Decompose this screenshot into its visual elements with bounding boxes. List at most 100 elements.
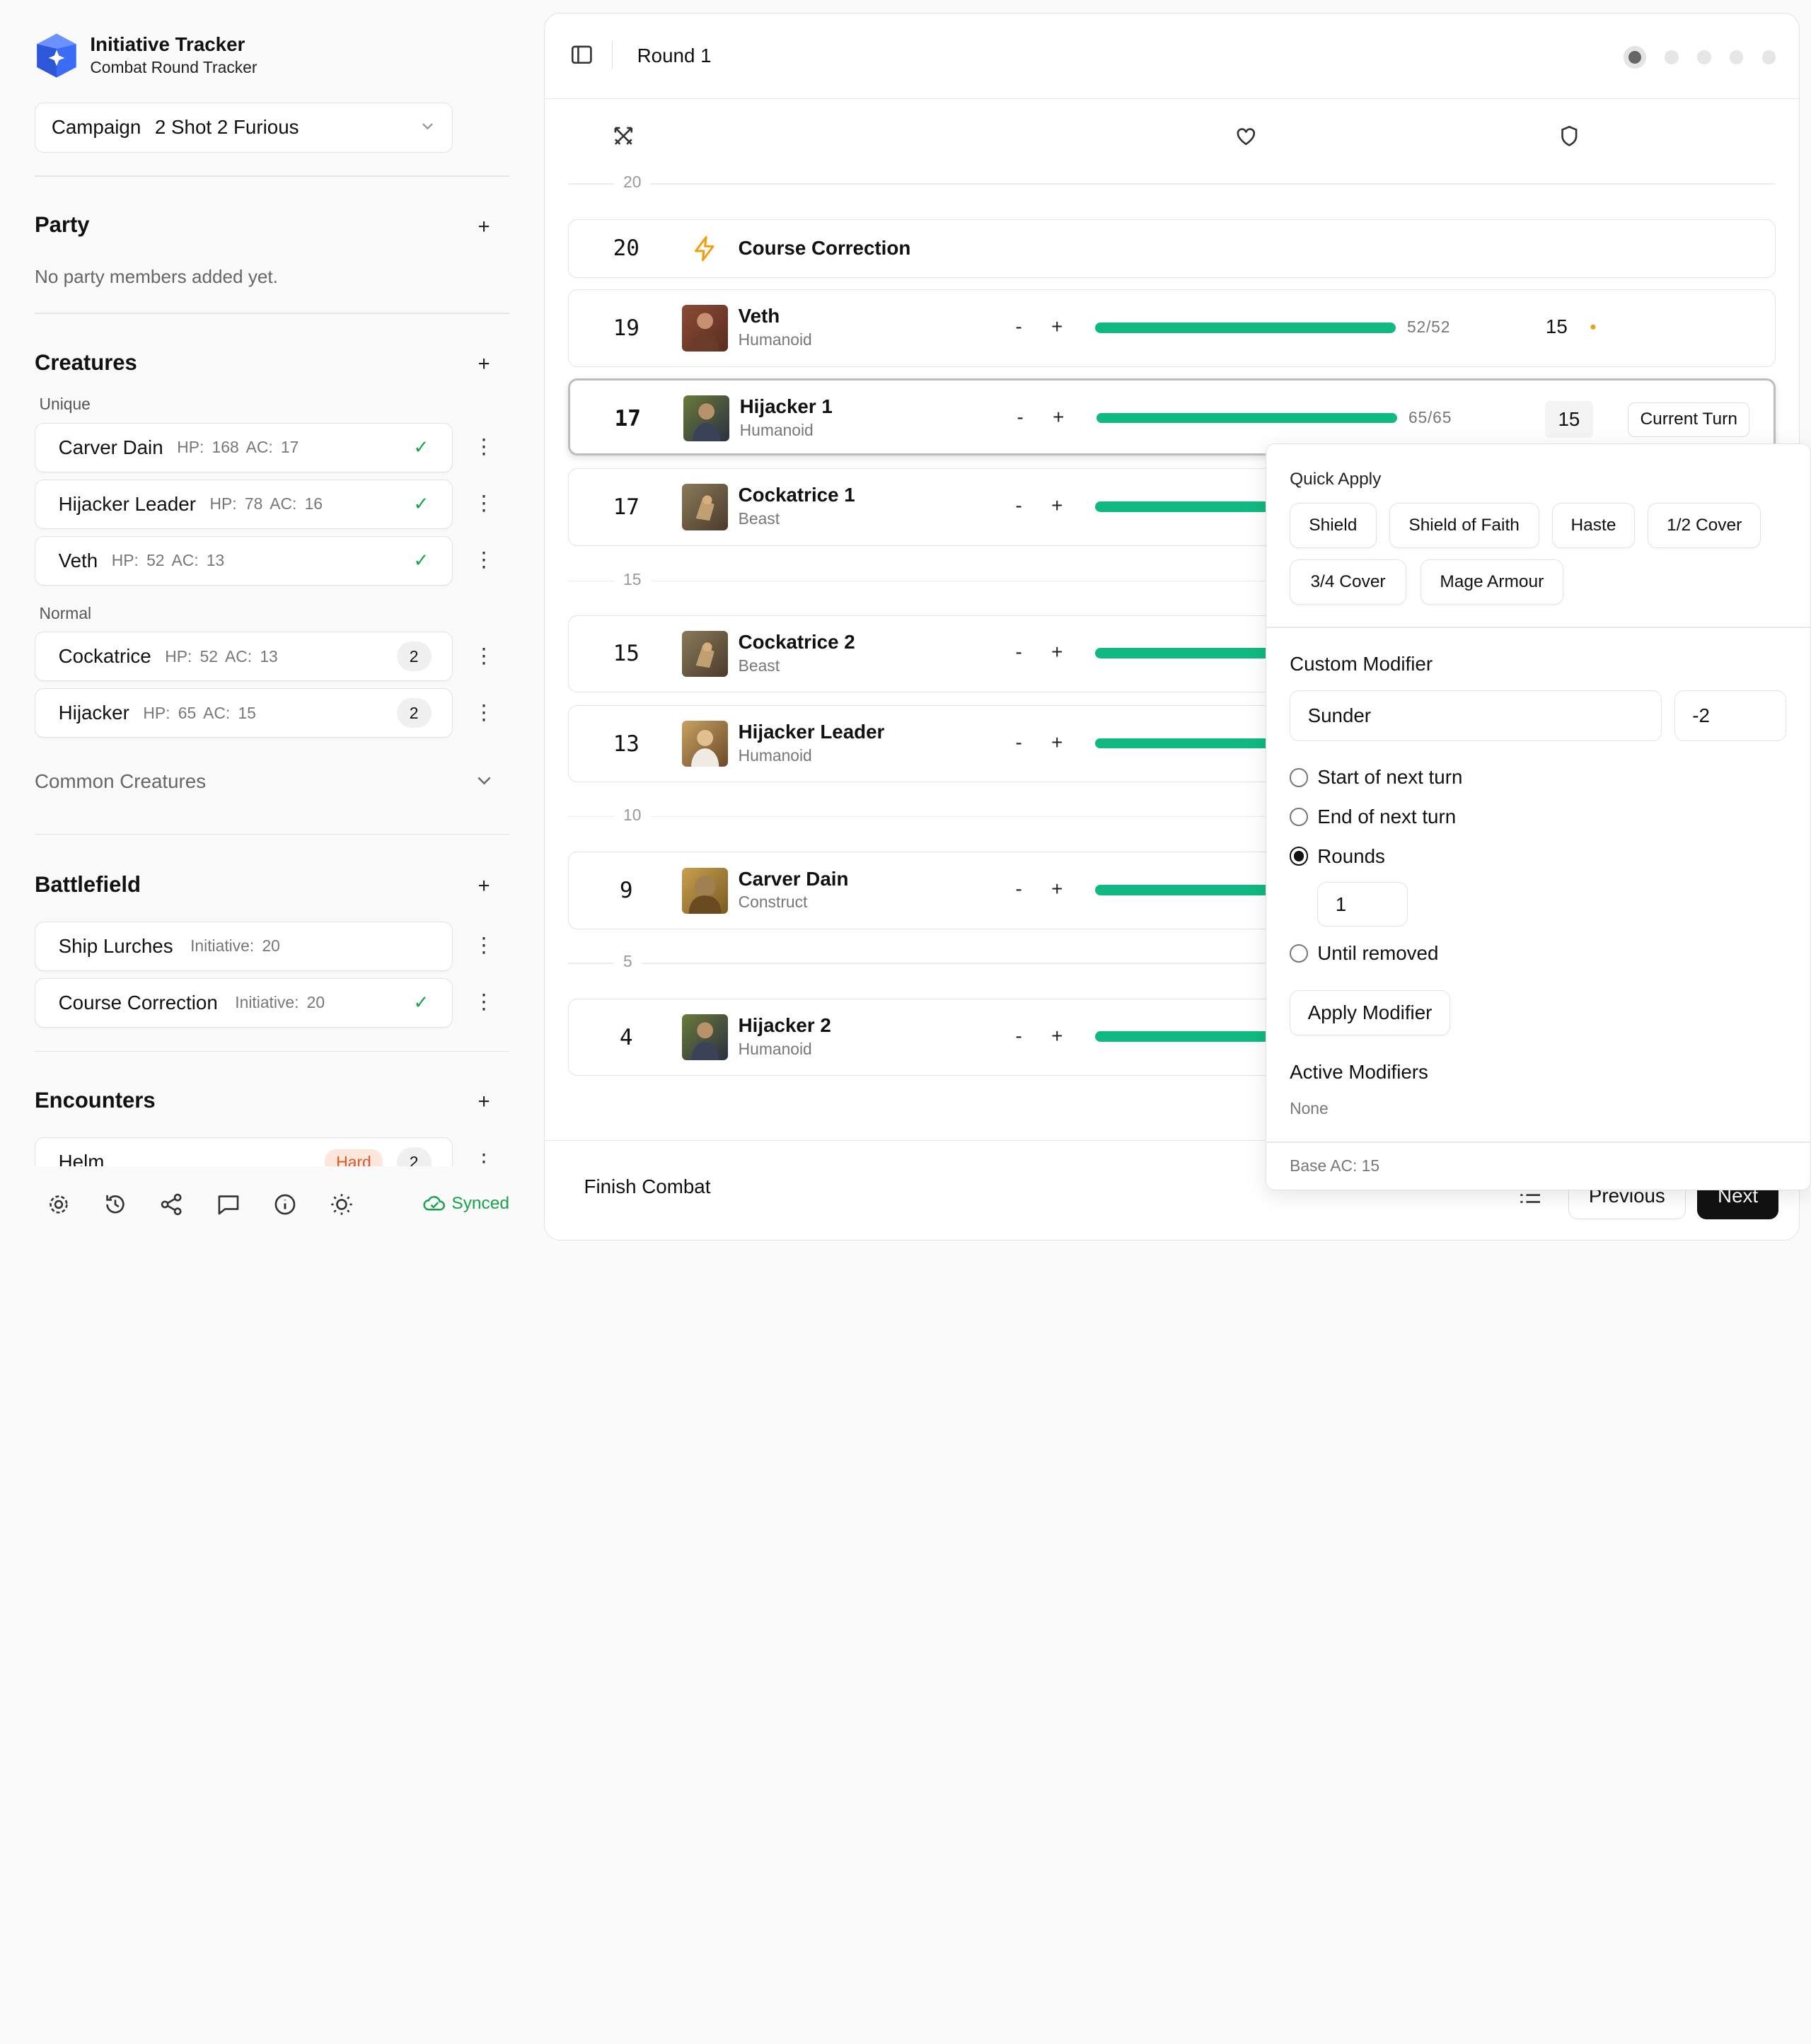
battlefield-initiative: Initiative: 20 <box>235 993 325 1012</box>
hp-plus-button[interactable]: + <box>1051 1024 1063 1047</box>
add-creature-button[interactable]: + <box>478 352 490 376</box>
creature-card-carver-dain[interactable]: Carver Dain HP: 168 AC: 17 ✓ <box>34 422 453 472</box>
quick-half-cover-button[interactable]: 1/2 Cover <box>1648 503 1761 548</box>
add-battlefield-button[interactable]: + <box>478 873 490 898</box>
initiative-value: 17 <box>613 494 640 521</box>
quick-mage-armour-button[interactable]: Mage Armour <box>1420 559 1564 605</box>
d20-logo-icon <box>37 33 76 78</box>
hp-minus-button[interactable]: - <box>1015 1024 1022 1047</box>
settings-icon[interactable] <box>46 1192 71 1217</box>
hp-plus-button[interactable]: + <box>1051 315 1063 338</box>
creature-card-cockatrice[interactable]: Cockatrice HP: 52 AC: 13 2 <box>34 632 453 682</box>
hp-plus-button[interactable]: + <box>1051 641 1063 663</box>
modifier-name-input[interactable]: Sunder <box>1290 690 1662 741</box>
row-type: Humanoid <box>738 1039 812 1058</box>
history-icon[interactable] <box>103 1192 128 1217</box>
active-modifiers-value: None <box>1290 1098 1329 1117</box>
hp-minus-button[interactable]: - <box>1015 878 1022 900</box>
radio-icon <box>1290 807 1309 827</box>
sun-icon[interactable] <box>329 1192 354 1217</box>
creature-card-hijacker[interactable]: Hijacker HP: 65 AC: 15 2 <box>34 688 453 738</box>
hp-minus-button[interactable]: - <box>1015 315 1022 338</box>
option-start-of-next-turn[interactable]: Start of next turn <box>1290 766 1462 789</box>
finish-combat-button[interactable]: Finish Combat <box>584 1175 711 1198</box>
option-until-removed[interactable]: Until removed <box>1290 942 1438 965</box>
round-indicator <box>1623 45 1776 69</box>
quick-shield-button[interactable]: Shield <box>1290 503 1377 548</box>
hp-text: 65/65 <box>1408 408 1452 427</box>
initiative-tick: 20 <box>567 173 1776 192</box>
hp-minus-button[interactable]: - <box>1015 494 1022 517</box>
divider <box>34 833 509 835</box>
avatar <box>681 1014 728 1061</box>
initiative-row-veth[interactable]: 19 Veth Humanoid - + 52/52 15 ● <box>567 289 1776 367</box>
add-encounter-button[interactable]: + <box>478 1090 490 1114</box>
rounds-input[interactable]: 1 <box>1317 881 1408 927</box>
hp-plus-button[interactable]: + <box>1051 731 1063 753</box>
initiative-value: 15 <box>613 641 640 667</box>
modifier-popover: Quick Apply Shield Shield of Faith Haste… <box>1266 443 1811 1191</box>
apply-modifier-button[interactable]: Apply Modifier <box>1290 990 1450 1035</box>
more-options-icon[interactable]: ⋮ <box>473 990 494 1014</box>
more-options-icon[interactable]: ⋮ <box>473 644 494 668</box>
row-name: Carver Dain <box>738 867 849 890</box>
info-icon[interactable] <box>272 1192 298 1217</box>
sidebar-toggle-icon[interactable] <box>570 43 594 66</box>
modifier-value-input[interactable]: -2 <box>1674 690 1787 741</box>
battlefield-card-ship-lurches[interactable]: Ship Lurches Initiative: 20 <box>34 921 453 972</box>
ac-button[interactable]: 15 <box>1544 401 1594 439</box>
option-rounds[interactable]: Rounds <box>1290 845 1385 868</box>
tick-label: 10 <box>613 805 651 825</box>
brand: Initiative Tracker Combat Round Tracker <box>35 33 257 79</box>
quick-three-quarter-cover-button[interactable]: 3/4 Cover <box>1290 559 1406 605</box>
campaign-select[interactable]: Campaign 2 Shot 2 Furious <box>34 103 453 153</box>
normal-label: Normal <box>39 603 92 622</box>
hp-minus-button[interactable]: - <box>1015 731 1022 753</box>
round-dot[interactable] <box>1697 50 1711 64</box>
active-modifiers-title: Active Modifiers <box>1290 1060 1428 1083</box>
initiative-row-course-correction[interactable]: 20 Course Correction <box>567 219 1776 278</box>
more-options-icon[interactable]: ⋮ <box>473 435 494 459</box>
more-options-icon[interactable]: ⋮ <box>473 492 494 516</box>
party-title: Party <box>34 212 90 238</box>
initiative-tick: 5 <box>567 952 1776 972</box>
battlefield-card-course-correction[interactable]: Course Correction Initiative: 20 ✓ <box>34 977 453 1028</box>
round-dot[interactable] <box>1623 45 1647 69</box>
hp-plus-button[interactable]: + <box>1051 494 1063 517</box>
option-end-of-next-turn[interactable]: End of next turn <box>1290 806 1456 828</box>
avatar <box>681 867 728 914</box>
chat-icon[interactable] <box>216 1192 241 1217</box>
hp-plus-button[interactable]: + <box>1053 405 1065 428</box>
creature-card-hijacker-leader[interactable]: Hijacker Leader HP: 78 AC: 16 ✓ <box>34 479 453 529</box>
creature-name: Hijacker Leader <box>58 492 196 515</box>
creature-name: Cockatrice <box>58 645 151 668</box>
hp-minus-button[interactable]: - <box>1017 405 1024 428</box>
radio-selected-icon <box>1290 847 1309 866</box>
battlefield-title: Battlefield <box>34 871 141 897</box>
avatar <box>681 630 728 678</box>
share-icon[interactable] <box>159 1192 185 1217</box>
hp-plus-button[interactable]: + <box>1051 878 1063 900</box>
row-name: Cockatrice 2 <box>738 630 855 653</box>
quick-haste-button[interactable]: Haste <box>1551 503 1636 548</box>
chevron-down-icon[interactable] <box>476 772 492 794</box>
round-dot[interactable] <box>1761 50 1776 64</box>
more-options-icon[interactable]: ⋮ <box>473 548 494 572</box>
row-name: Hijacker 2 <box>738 1014 831 1036</box>
base-ac-text: Base AC: 15 <box>1290 1156 1380 1175</box>
round-dot[interactable] <box>1665 50 1679 64</box>
more-options-icon[interactable]: ⋮ <box>473 934 494 958</box>
initiative-tick: 15 <box>567 569 1776 589</box>
check-icon: ✓ <box>413 436 429 458</box>
quick-shield-of-faith-button[interactable]: Shield of Faith <box>1389 503 1539 548</box>
row-name: Veth <box>738 305 780 327</box>
round-dot[interactable] <box>1729 50 1744 64</box>
initiative-row-hijacker-1[interactable]: 17 Hijacker 1 Humanoid - + 65/65 15 Curr… <box>567 378 1776 456</box>
common-creatures-toggle[interactable]: Common Creatures <box>34 770 207 792</box>
creature-card-veth[interactable]: Veth HP: 52 AC: 13 ✓ <box>34 535 453 586</box>
hp-minus-button[interactable]: - <box>1015 641 1022 663</box>
more-options-icon[interactable]: ⋮ <box>473 700 494 724</box>
custom-modifier-title: Custom Modifier <box>1290 653 1433 675</box>
add-party-button[interactable]: + <box>478 214 490 238</box>
initiative-value: 20 <box>613 236 640 262</box>
